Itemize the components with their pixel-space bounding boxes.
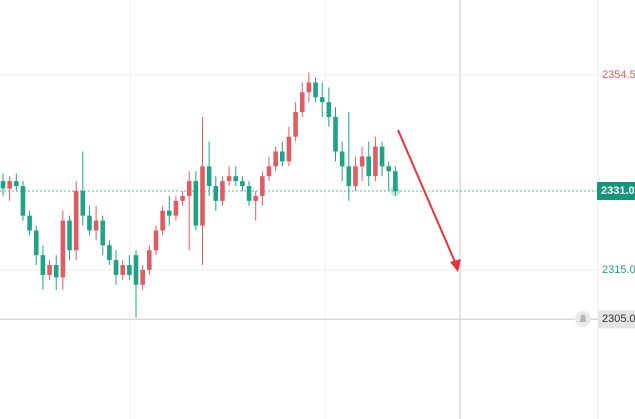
candle-body [14,181,19,187]
candle-body [160,210,165,231]
crosshair-label: 2305.0 [602,313,635,325]
candle-body [173,200,179,216]
last-price-label-bg [597,181,635,200]
candle-body [107,245,112,261]
arrow-line [397,129,456,263]
candle-body [233,176,239,182]
candle-body [47,265,52,275]
candle-body [60,220,66,278]
candle-body [359,156,365,167]
candle-body [20,186,26,216]
candle-body [27,215,32,231]
crosshair-label-bg [598,310,635,329]
candle-body [147,250,152,270]
candle-body [113,260,119,275]
candle-body [7,181,12,189]
candle-body [326,102,332,117]
candle-body [213,186,219,201]
candle-body [226,176,232,182]
candle-body [193,181,199,226]
candle-body [339,151,345,167]
candle-body [33,230,39,256]
candle-body [253,195,258,201]
candle-body [366,156,372,177]
candle-body [67,220,72,251]
candle-body [353,166,358,187]
candle-body [313,82,318,98]
last-candle-glow [390,185,401,196]
candle-body [240,181,245,187]
candle-body [53,265,59,278]
candle-body [140,269,145,285]
candle-body [393,171,398,191]
candle-body [286,136,292,162]
candle-body [200,166,205,226]
candle-body [127,265,132,275]
candle-body [186,181,192,196]
candle-body [93,220,99,231]
candle-body [346,166,352,187]
candle-body [0,181,6,189]
last-price-label: 2331.0 [601,185,635,197]
candle-body [206,166,212,187]
candle-body [386,166,391,172]
candle-body [373,146,378,177]
y-tick-label: 2354.5 [602,69,635,81]
candle-body [333,116,338,152]
candle-body [166,210,172,216]
arrow-head [450,259,461,272]
candle-body [293,112,298,137]
candle-body [306,82,312,93]
candle-body [299,92,305,113]
candle-body [80,190,86,216]
candle-body [100,220,106,246]
y-tick-label: 2315.0 [602,264,635,276]
candle-body [73,190,79,251]
candle-body [246,186,252,201]
candle-body [120,265,125,275]
candle-body [180,195,185,201]
candle-body [40,255,46,275]
candle-body [266,166,272,177]
candle-body [260,176,265,196]
candle-body [379,146,385,167]
plot [0,72,598,320]
candle-body [319,97,325,103]
candle-body [273,151,278,167]
candle-body [87,215,92,231]
candle-body [153,230,159,251]
candle-body [220,181,225,201]
bell-icon [579,314,587,322]
candle-body [280,151,285,162]
candle-body [133,255,139,285]
